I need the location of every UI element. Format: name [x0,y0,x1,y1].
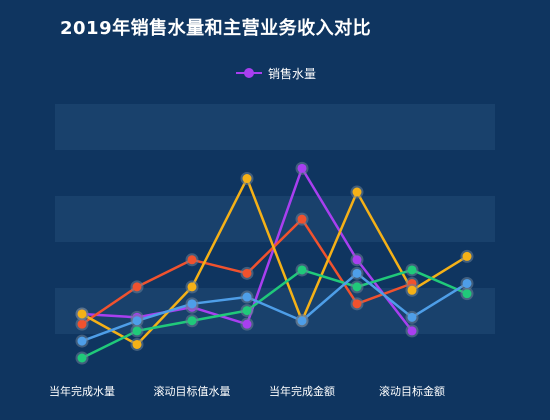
chart-title: 2019年销售水量和主营业务收入对比 [60,18,372,39]
data-point [77,309,87,319]
data-point [132,316,142,326]
data-point [187,299,197,309]
data-point [297,163,307,173]
data-point [242,319,252,329]
legend[interactable]: 销售水量 [236,64,316,82]
data-point [407,265,417,275]
data-point [242,268,252,278]
x-tick-label: 当年完成水量 [49,384,115,398]
legend-label: 销售水量 [268,66,317,81]
data-point [352,187,362,197]
data-point [462,278,472,288]
data-point [297,265,307,275]
data-point [187,316,197,326]
data-point [77,353,87,363]
grid-band [55,104,495,150]
data-point [132,282,142,292]
data-point [242,292,252,302]
series-line [80,268,469,360]
data-point [462,251,472,261]
data-point [407,312,417,322]
data-point [297,214,307,224]
data-point [77,319,87,329]
x-tick-label: 滚动目标值水量 [154,384,231,398]
data-point [407,326,417,336]
data-point [352,282,362,292]
data-point [242,174,252,184]
x-tick-label: 当年完成金额 [269,384,335,398]
data-point [352,299,362,309]
series-line [80,272,469,343]
data-point [77,336,87,346]
data-point [297,316,307,326]
data-point [132,326,142,336]
legend-swatch-dot [244,68,254,78]
data-point [352,255,362,265]
data-point [462,289,472,299]
data-point [407,285,417,295]
data-point [187,282,197,292]
data-point [187,255,197,265]
x-tick-label: 滚动目标金额 [379,384,445,398]
grid-band [55,196,495,242]
legend-swatch [236,66,262,80]
data-point [242,306,252,316]
data-point [352,268,362,278]
data-point [132,339,142,349]
